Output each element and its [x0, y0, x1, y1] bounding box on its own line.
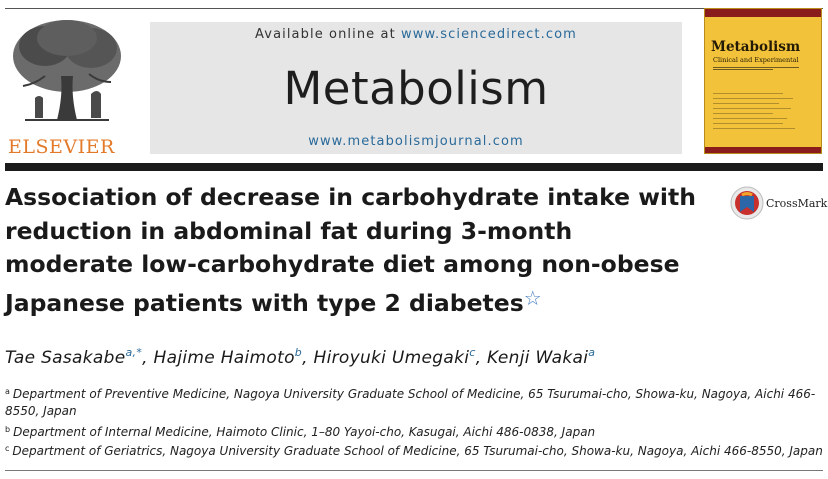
crossmark-icon: [730, 186, 764, 220]
cover-divider-2: [713, 69, 773, 70]
author-name[interactable]: Hajime Haimoto: [153, 348, 295, 368]
cover-divider: [713, 67, 799, 68]
journal-name: Metabolism: [283, 62, 549, 115]
affiliation-text: Department of Geriatrics, Nagoya Univers…: [12, 444, 823, 458]
author-affiliation-marker[interactable]: c: [469, 346, 476, 359]
author-separator: ,: [302, 348, 314, 368]
affiliation-b: b Department of Internal Medicine, Haimot…: [5, 424, 823, 441]
cover-text-line: [713, 103, 779, 104]
author-separator: ,: [475, 348, 488, 368]
cover-text-line: [713, 118, 787, 119]
affiliation-a: a Department of Preventive Medicine, Nago…: [5, 386, 823, 420]
author-name[interactable]: Kenji Wakai: [487, 348, 589, 368]
journal-url-link[interactable]: www.metabolismjournal.com: [308, 134, 524, 149]
crossmark-label: CrossMark: [766, 197, 828, 210]
cover-bottom-band: [705, 147, 821, 153]
cover-text-line: [713, 108, 791, 109]
title-line-3: moderate low-carbohydrate diet among non…: [5, 250, 680, 278]
cover-text-line: [713, 123, 783, 124]
author-affiliation-marker[interactable]: a,*: [125, 346, 143, 359]
header-top-rule: [5, 8, 823, 9]
author-affiliation-marker[interactable]: b: [294, 346, 303, 359]
sciencedirect-link[interactable]: www.sciencedirect.com: [401, 27, 577, 42]
affiliation-c: c Department of Geriatrics, Nagoya Univer…: [5, 443, 823, 460]
author-affiliation-marker[interactable]: a: [588, 346, 596, 359]
cover-title: Metabolism: [711, 39, 801, 55]
cover-subtitle: Clinical and Experimental: [713, 56, 799, 64]
title-line-2: reduction in abdominal fat during 3-mont…: [5, 216, 573, 245]
cover-text-line: [713, 93, 783, 94]
journal-cover-image: Metabolism Clinical and Experimental: [704, 8, 822, 154]
availability-line: Available online at www.sciencedirect.co…: [150, 27, 682, 42]
affiliation-key: b: [5, 425, 11, 434]
cover-top-band: [705, 9, 821, 17]
article-title: Association of decrease in carbohydrate …: [5, 181, 710, 320]
cover-text-line: [713, 113, 773, 114]
title-line-4-text: Japanese patients with type 2 diabetes: [5, 288, 524, 317]
affiliation-text: Department of Internal Medicine, Haimoto…: [13, 425, 596, 439]
affiliation-key: a: [5, 387, 10, 396]
author-separator: ,: [142, 348, 154, 368]
cover-text-line: [713, 98, 793, 99]
author-name[interactable]: Hiroyuki Umegaki: [313, 348, 470, 368]
header-thick-rule: [5, 163, 823, 171]
affiliation-key: c: [5, 444, 10, 453]
title-footnote-star-icon[interactable]: ☆: [523, 285, 542, 310]
author-name[interactable]: Tae Sasakabe: [5, 348, 126, 368]
availability-prefix: Available online at: [255, 27, 396, 42]
journal-banner: Available online at www.sciencedirect.co…: [150, 22, 682, 154]
title-line-1: Association of decrease in carbohydrate …: [5, 183, 696, 211]
elsevier-tree-logo: [5, 16, 129, 156]
cover-text-line: [713, 128, 795, 129]
footer-rule: [5, 470, 823, 471]
crossmark-badge[interactable]: CrossMark: [730, 186, 828, 220]
title-line-4: Japanese patients with type 2 diabetes☆: [5, 282, 710, 321]
publisher-name: ELSEVIER: [8, 136, 115, 158]
author-list: Tae Sasakabea,*, Hajime Haimotob, Hiroyu…: [5, 346, 823, 368]
affiliation-text: Department of Preventive Medicine, Nagoy…: [5, 387, 816, 418]
